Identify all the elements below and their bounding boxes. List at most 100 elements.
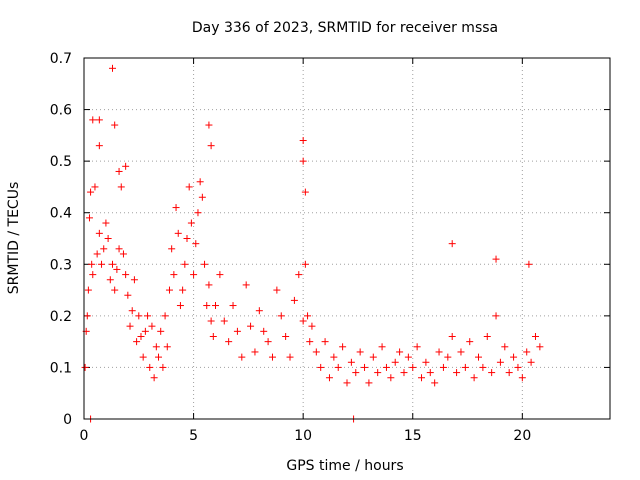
data-point bbox=[510, 353, 518, 361]
data-point bbox=[391, 358, 399, 366]
data-point bbox=[312, 348, 320, 356]
data-point bbox=[527, 358, 535, 366]
data-point bbox=[518, 374, 526, 382]
data-point bbox=[150, 374, 158, 382]
data-point bbox=[242, 281, 250, 289]
data-point bbox=[260, 327, 268, 335]
data-point bbox=[183, 235, 191, 242]
x-axis-label: GPS time / hours bbox=[286, 458, 403, 474]
data-point bbox=[505, 369, 513, 377]
y-tick-label: 0.2 bbox=[50, 309, 72, 325]
data-point bbox=[268, 353, 276, 361]
data-point bbox=[488, 369, 496, 377]
data-point bbox=[352, 369, 360, 377]
data-point bbox=[148, 322, 156, 330]
data-point bbox=[187, 219, 195, 227]
data-point bbox=[382, 363, 390, 371]
data-point bbox=[247, 322, 255, 330]
data-point bbox=[155, 353, 163, 361]
data-point bbox=[115, 245, 123, 253]
data-point bbox=[475, 353, 482, 361]
data-point bbox=[501, 343, 509, 351]
y-tick-label: 0.6 bbox=[50, 103, 72, 119]
data-point bbox=[413, 343, 421, 351]
data-point bbox=[115, 167, 123, 175]
data-point bbox=[422, 358, 430, 366]
data-point bbox=[85, 214, 93, 222]
data-point bbox=[137, 332, 145, 340]
data-point bbox=[304, 312, 312, 320]
y-tick-label: 0.3 bbox=[50, 257, 72, 273]
data-point bbox=[514, 363, 522, 371]
x-tick-label: 5 bbox=[189, 428, 198, 444]
data-point bbox=[108, 260, 116, 268]
data-point bbox=[174, 229, 182, 237]
data-point bbox=[179, 286, 187, 294]
data-point bbox=[163, 343, 171, 351]
data-point bbox=[98, 260, 106, 268]
data-point bbox=[93, 250, 101, 258]
data-point bbox=[165, 286, 173, 294]
data-point bbox=[369, 353, 377, 361]
data-point bbox=[496, 358, 504, 366]
data-point bbox=[81, 363, 89, 371]
data-point bbox=[104, 235, 112, 242]
data-point bbox=[83, 312, 91, 320]
data-point bbox=[117, 183, 125, 191]
data-point bbox=[439, 363, 447, 371]
x-tick-label: 20 bbox=[513, 428, 531, 444]
data-point bbox=[404, 353, 412, 361]
data-point bbox=[220, 317, 228, 325]
data-point bbox=[95, 229, 103, 237]
data-point bbox=[87, 188, 95, 196]
data-point bbox=[325, 374, 333, 382]
data-point bbox=[418, 374, 426, 382]
data-point bbox=[95, 142, 103, 150]
data-point bbox=[161, 312, 169, 320]
data-point bbox=[396, 348, 404, 356]
data-point bbox=[233, 327, 241, 335]
data-point bbox=[536, 343, 544, 351]
data-point bbox=[453, 369, 461, 377]
data-point bbox=[448, 332, 456, 340]
data-point bbox=[89, 116, 97, 124]
data-point bbox=[135, 312, 143, 320]
data-point bbox=[444, 353, 452, 361]
data-point bbox=[119, 250, 127, 258]
data-point bbox=[185, 183, 193, 191]
data-point bbox=[525, 260, 533, 268]
data-point bbox=[365, 379, 373, 387]
data-point bbox=[361, 363, 369, 371]
plot-frame bbox=[83, 57, 611, 420]
data-point bbox=[212, 302, 219, 310]
data-point bbox=[378, 343, 386, 351]
data-point bbox=[133, 338, 141, 346]
y-tick-label: 0.4 bbox=[50, 206, 72, 222]
data-point bbox=[205, 121, 213, 129]
y-tick-label: 0.1 bbox=[50, 360, 72, 376]
data-point bbox=[286, 353, 294, 361]
y-tick-label: 0 bbox=[63, 412, 72, 428]
y-axis-label: SRMTID / TECUs bbox=[6, 182, 22, 295]
data-point bbox=[435, 348, 443, 356]
data-point bbox=[102, 219, 110, 227]
chart-title: Day 336 of 2023, SRMTID for receiver mss… bbox=[192, 20, 498, 36]
data-point bbox=[347, 358, 355, 366]
data-point bbox=[523, 348, 531, 356]
data-point bbox=[317, 363, 325, 371]
data-point bbox=[299, 137, 307, 145]
data-point bbox=[225, 338, 233, 346]
data-point bbox=[122, 271, 130, 279]
data-point bbox=[461, 363, 469, 371]
data-point bbox=[152, 343, 160, 351]
x-tick-label: 10 bbox=[294, 428, 312, 444]
data-point bbox=[203, 302, 211, 310]
data-point bbox=[122, 162, 130, 170]
data-point bbox=[157, 327, 165, 335]
data-point bbox=[295, 271, 303, 279]
data-point bbox=[334, 363, 342, 371]
data-point bbox=[128, 307, 136, 315]
data-point bbox=[330, 353, 338, 361]
data-point bbox=[198, 193, 206, 201]
